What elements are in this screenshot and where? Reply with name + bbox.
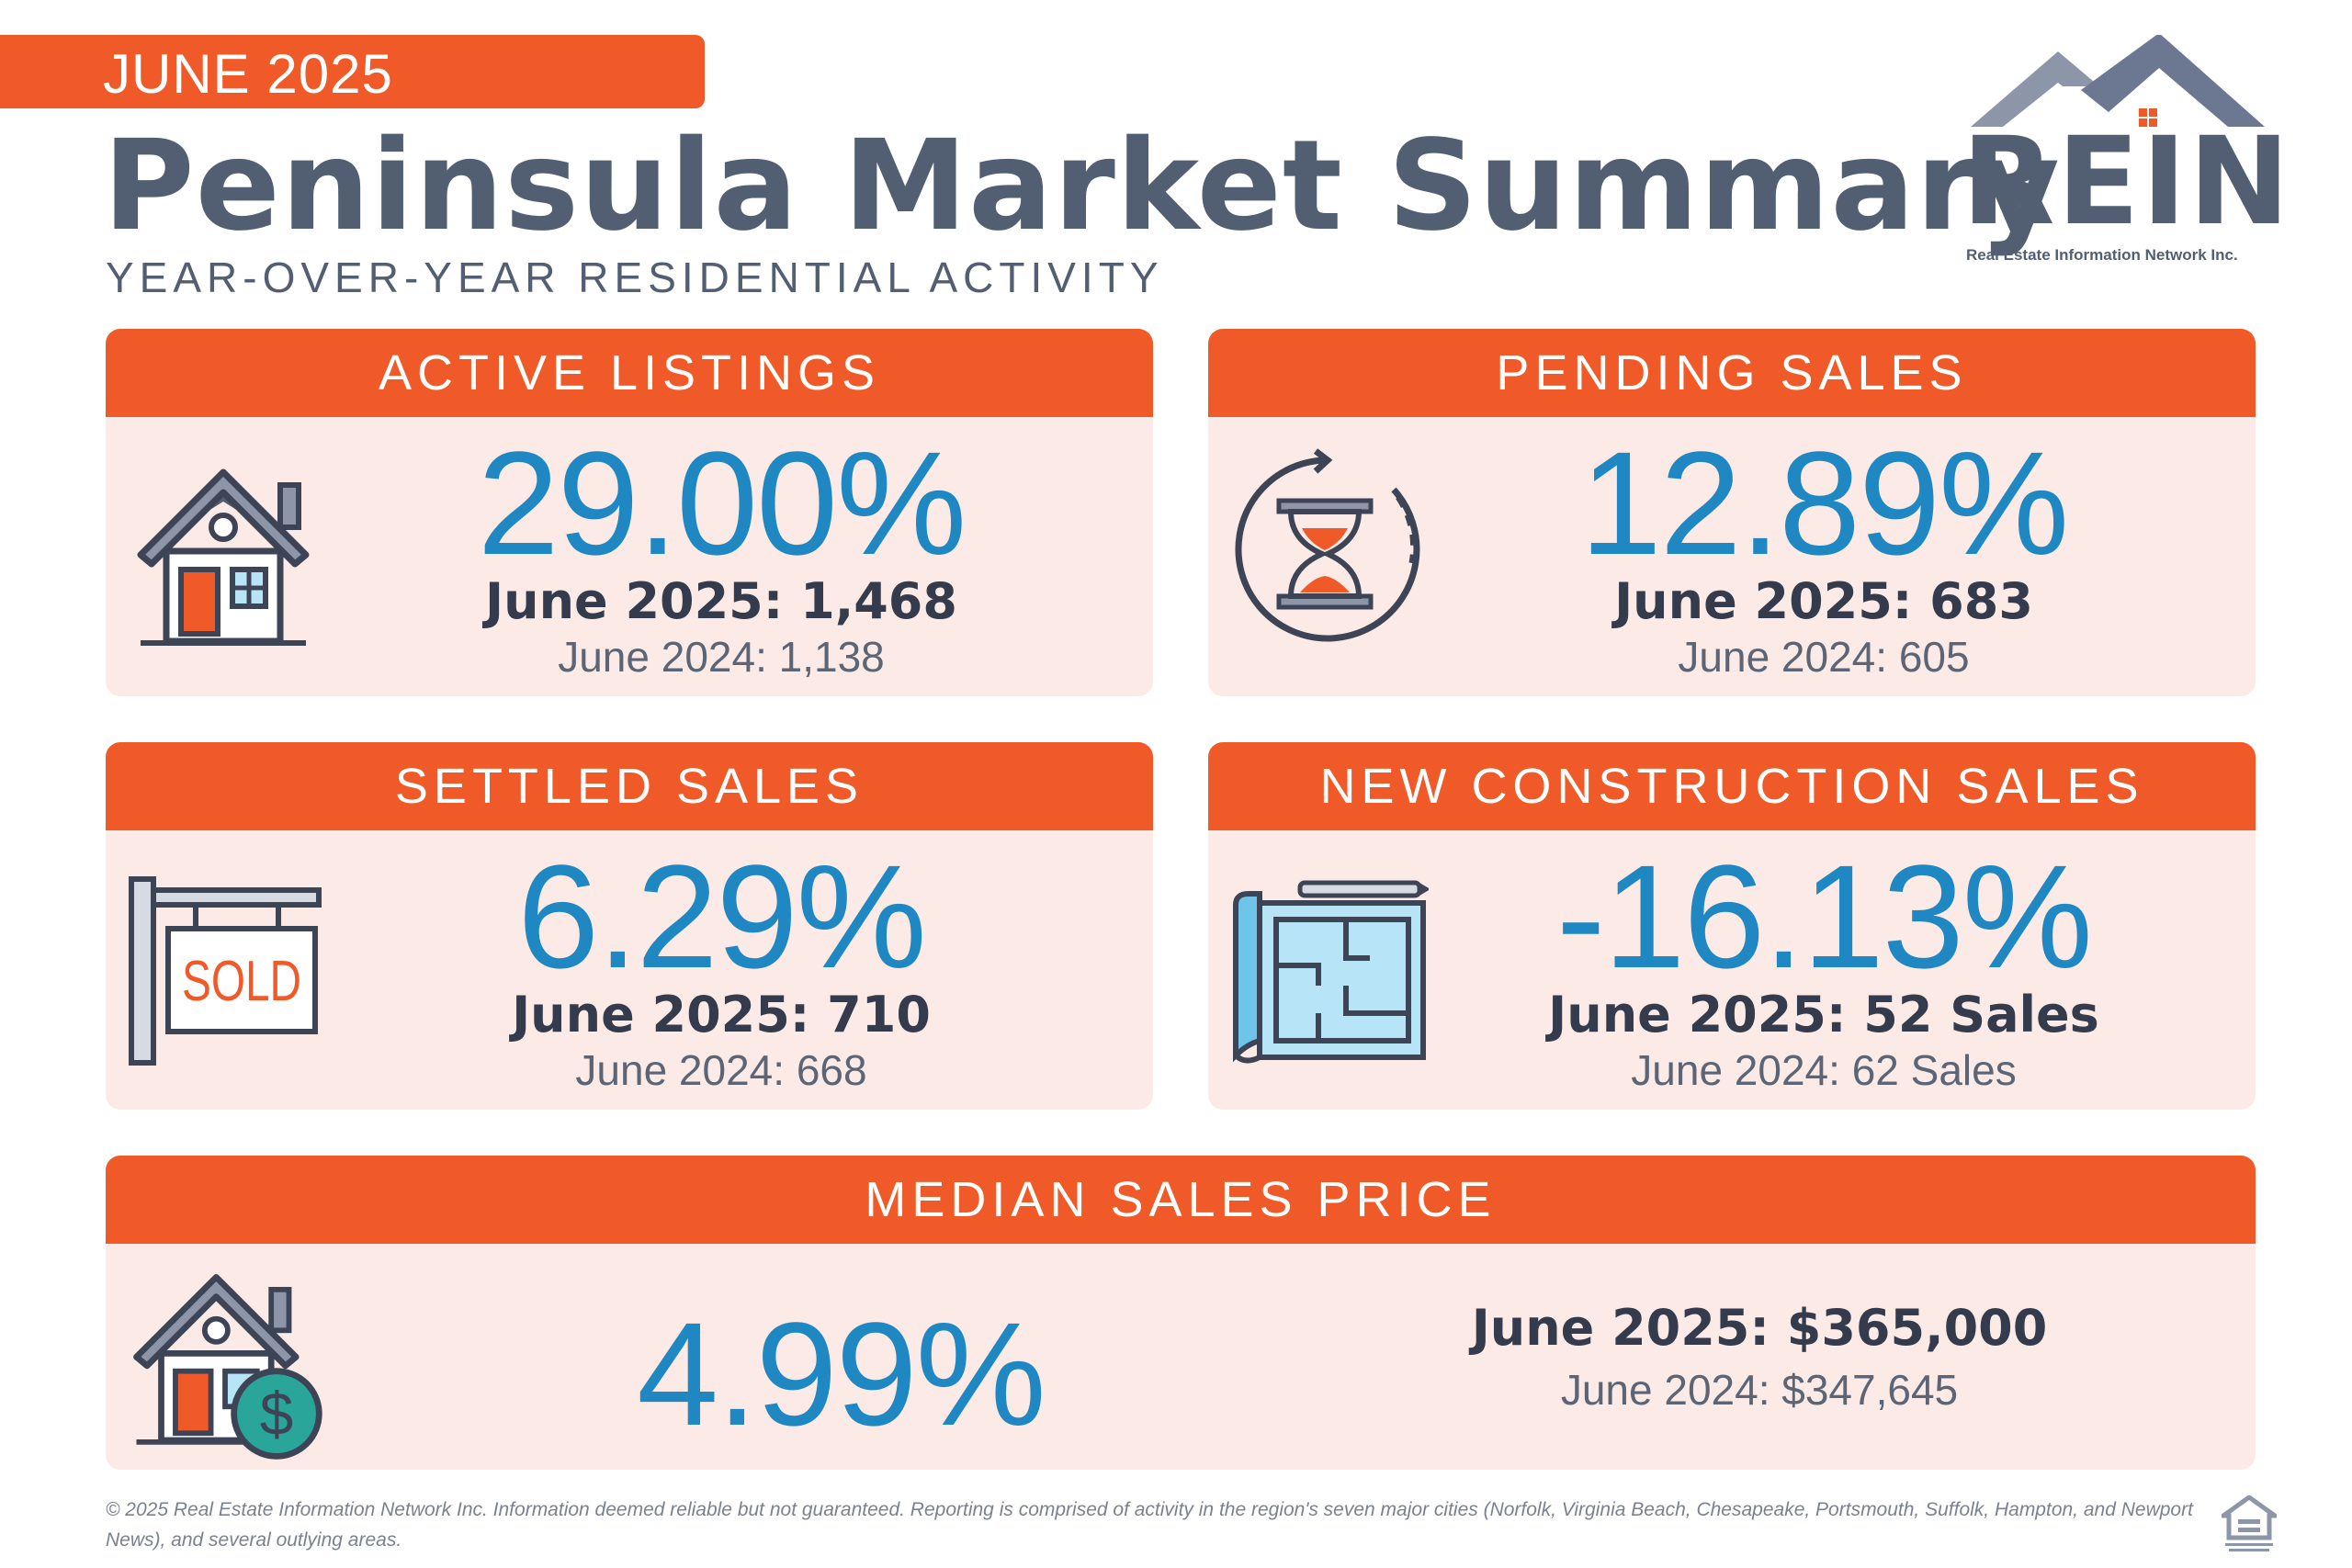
- previous-value: June 2024: 1,138: [558, 633, 885, 681]
- roof-logo-icon: [1971, 35, 2265, 127]
- settled-sales-card: SETTLED SALES SOLD 6.29% June 2025: 710 …: [106, 742, 1153, 1110]
- current-value: June 2025: 710: [512, 986, 931, 1043]
- footer-disclaimer: © 2025 Real Estate Information Network I…: [106, 1499, 2193, 1551]
- median-price-card: MEDIAN SALES PRICE $ 4.99% June 2025: $3…: [106, 1156, 2256, 1470]
- card-title: PENDING SALES: [1208, 329, 2256, 417]
- percent-change: 6.29%: [517, 834, 927, 998]
- blueprint-icon: [1233, 880, 1429, 1064]
- active-listings-card: ACTIVE LISTINGS 29.00% June 2025: 1,468 …: [106, 329, 1153, 696]
- hourglass-icon: [1235, 448, 1420, 642]
- card-title: NEW CONSTRUCTION SALES: [1208, 742, 2256, 830]
- svg-text:$: $: [260, 1381, 294, 1448]
- card-title: ACTIVE LISTINGS: [106, 329, 1153, 417]
- page-subtitle: YEAR-OVER-YEAR RESIDENTIAL ACTIVITY: [106, 254, 1164, 301]
- percent-change: -16.13%: [1556, 834, 2093, 998]
- sold-sign-icon: SOLD: [129, 876, 322, 1066]
- sold-sign-text: SOLD: [182, 950, 301, 1013]
- date-label: JUNE 2025: [103, 43, 393, 105]
- card-title: MEDIAN SALES PRICE: [106, 1156, 2256, 1244]
- previous-value: June 2024: $347,645: [1560, 1366, 1959, 1414]
- house-icon: [137, 468, 310, 646]
- equal-housing-icon: [2222, 1495, 2277, 1551]
- percent-change: 29.00%: [477, 421, 967, 585]
- card-title: SETTLED SALES: [106, 742, 1153, 830]
- date-tab: JUNE 2025: [0, 35, 705, 108]
- current-value: June 2025: $365,000: [1471, 1299, 2048, 1357]
- current-value: June 2025: 1,468: [485, 572, 957, 630]
- previous-value: June 2024: 62 Sales: [1631, 1046, 2017, 1094]
- percent-change: 4.99%: [637, 1292, 1046, 1456]
- new-construction-card: NEW CONSTRUCTION SALES -16.13% June 2025…: [1208, 742, 2256, 1110]
- current-value: June 2025: 52 Sales: [1548, 986, 2099, 1043]
- current-value: June 2025: 683: [1614, 572, 2033, 630]
- house-dollar-icon: $: [133, 1273, 322, 1460]
- page-title: Peninsula Market Summary: [103, 114, 2061, 259]
- pending-sales-card: PENDING SALES 12.89% June 2025: 683 June…: [1208, 329, 2256, 696]
- previous-value: June 2024: 605: [1678, 633, 1970, 681]
- logo-wordmark: REIN: [1962, 111, 2292, 253]
- percent-change: 12.89%: [1579, 421, 2070, 585]
- logo-tagline: Real Estate Information Network Inc.: [1966, 246, 2238, 264]
- previous-value: June 2024: 668: [575, 1046, 867, 1094]
